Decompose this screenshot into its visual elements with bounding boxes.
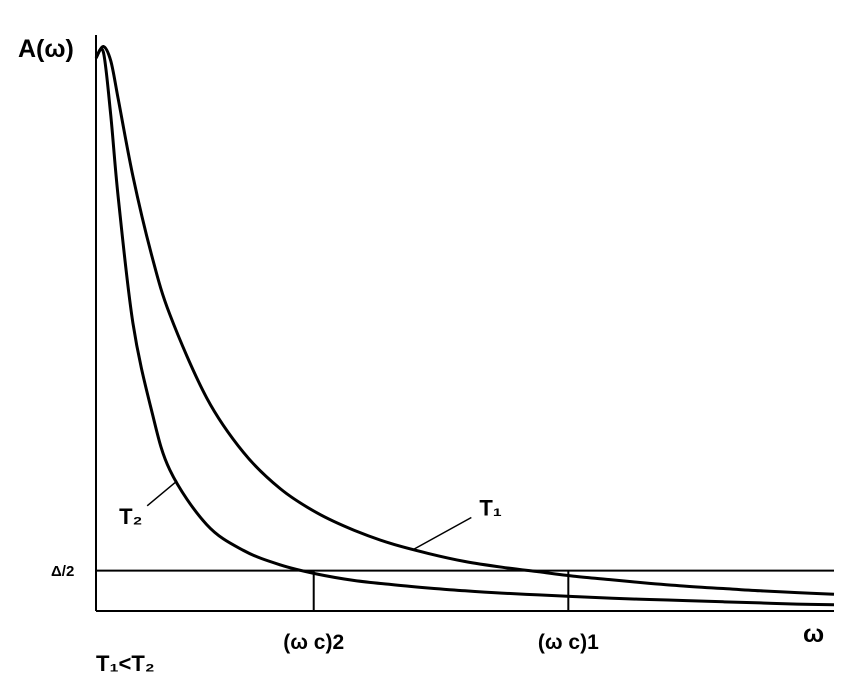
leader-line-t2 [146,480,178,507]
condition-annotation: T₁<T₂ [96,651,155,676]
series-line-t2 [94,47,835,607]
plot-area: T₁ T₂ (ω c)2 (ω c)1 [94,45,835,654]
series-label-t1: T₁ [479,495,502,520]
y-axis-label: A(ω) [18,35,74,63]
axes [95,35,834,612]
series-label-t2: T₂ [119,504,142,529]
threshold-label: Δ/2 [51,563,74,580]
series-line-t1 [94,45,835,596]
x-axis-label: ω [803,620,824,648]
leader-line-t1 [412,516,472,551]
marker-label-1: (ω c)2 [283,631,344,654]
marker-label-2: (ω c)1 [538,631,599,654]
